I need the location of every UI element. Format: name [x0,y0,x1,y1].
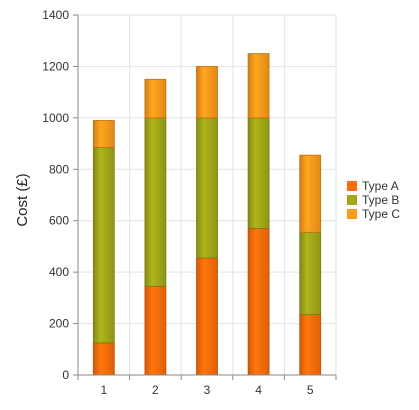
legend-label: Type C [362,207,400,221]
bar-type-a-5 [299,314,322,376]
tick-labels: 0 200 400 600 800 1000 1200 1400 1 2 3 4 5 [42,8,314,397]
legend-label: Type A [362,179,399,193]
x-tick-label: 5 [307,383,314,397]
bars [92,53,322,376]
x-tick-label: 1 [100,383,107,397]
y-tick-label: 1000 [42,111,69,125]
bar-type-b-3 [196,117,218,259]
bar-type-a-4 [247,228,270,376]
y-tick-label: 1200 [42,59,69,73]
bar-type-a-3 [196,257,218,376]
legend-label: Type B [362,193,399,207]
bar-type-c-5 [299,154,322,233]
legend-swatch [347,195,357,205]
bar-type-b-5 [299,231,322,315]
y-axis-title: Cost (£) [14,173,31,226]
legend-swatch [347,209,357,219]
bar-type-c-1 [92,120,115,148]
bar-type-b-1 [92,147,115,344]
bar-type-a-1 [92,342,115,376]
y-tick-label: 400 [49,265,69,279]
y-tick-label: 0 [62,368,69,382]
bar-type-a-2 [144,285,167,376]
y-tick-label: 200 [49,317,69,331]
bar-type-b-2 [144,117,167,287]
y-tick-label: 800 [49,162,69,176]
legend-swatch [347,181,357,191]
y-tick-label: 600 [49,214,69,228]
x-tick-label: 2 [152,383,159,397]
bar-type-c-3 [196,66,218,119]
bar-type-c-4 [247,53,270,119]
axes [73,14,337,380]
y-tick-label: 1400 [42,8,69,22]
x-tick-label: 4 [255,383,262,397]
bar-type-c-2 [144,78,167,119]
x-tick-label: 3 [204,383,211,397]
bar-type-b-4 [247,117,270,229]
